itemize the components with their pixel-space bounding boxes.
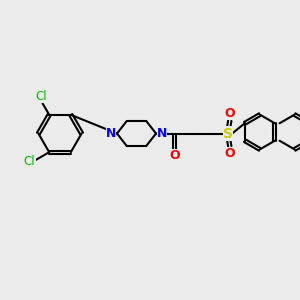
Text: S: S [223,127,233,140]
Text: N: N [106,127,116,140]
Text: Cl: Cl [24,155,35,168]
Text: O: O [169,149,180,162]
Text: O: O [224,107,235,120]
Text: O: O [224,147,235,160]
Text: Cl: Cl [35,90,47,103]
Text: N: N [157,127,167,140]
